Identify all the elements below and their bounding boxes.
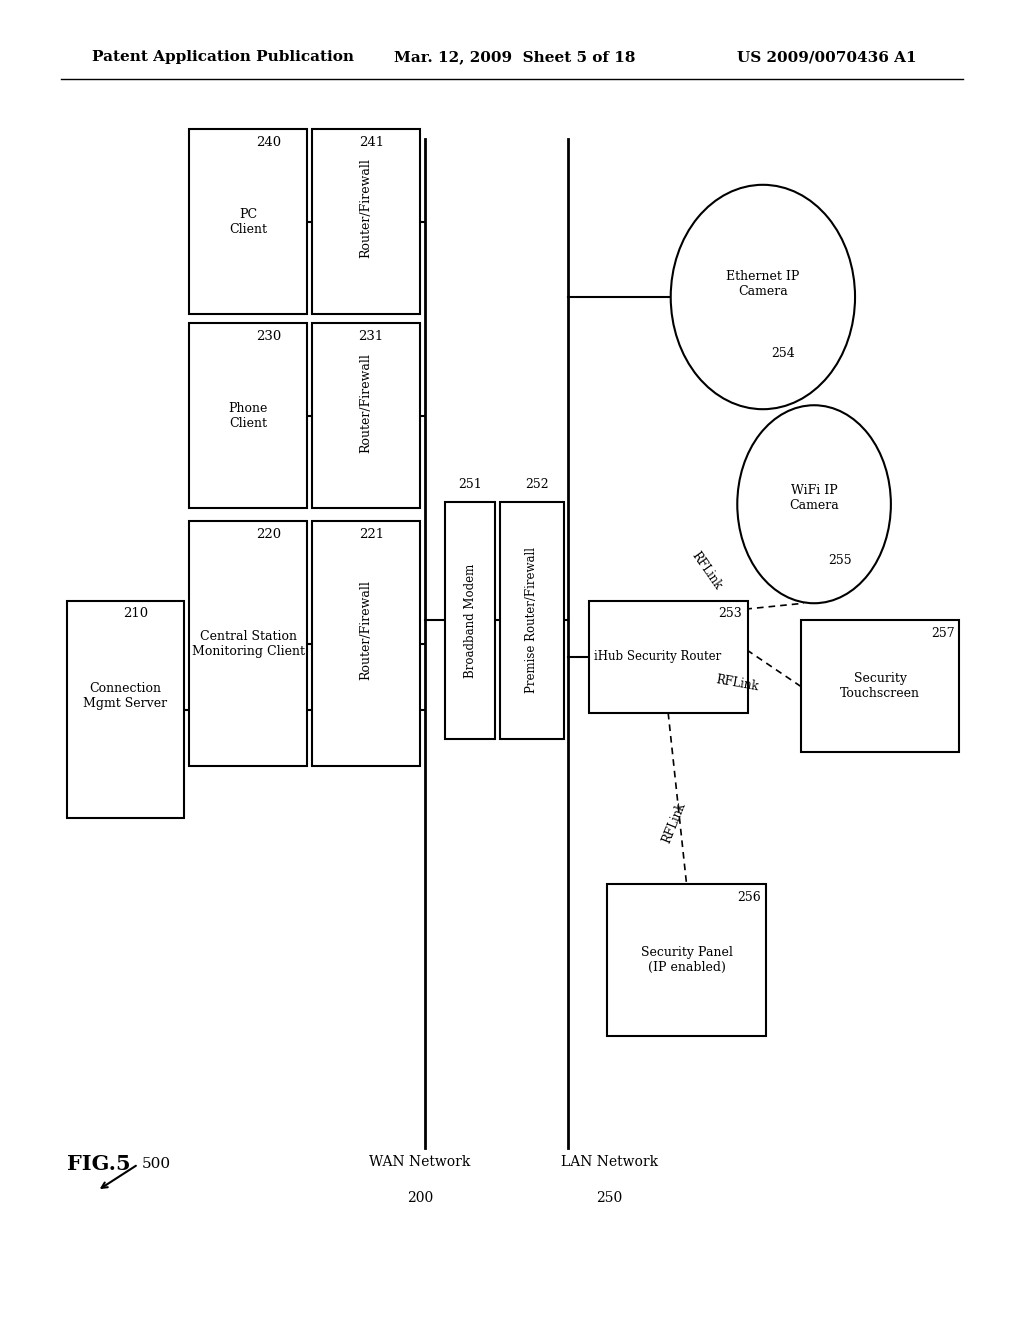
- Text: Mar. 12, 2009  Sheet 5 of 18: Mar. 12, 2009 Sheet 5 of 18: [394, 50, 636, 65]
- FancyBboxPatch shape: [801, 620, 959, 752]
- Text: 221: 221: [358, 528, 384, 541]
- Text: Router/Firewall: Router/Firewall: [359, 158, 373, 259]
- Text: Central Station
Monitoring Client: Central Station Monitoring Client: [191, 630, 305, 657]
- Text: Phone
Client: Phone Client: [228, 401, 268, 430]
- Ellipse shape: [737, 405, 891, 603]
- FancyBboxPatch shape: [445, 502, 495, 739]
- Text: 253: 253: [719, 607, 742, 620]
- Text: LAN Network: LAN Network: [561, 1155, 657, 1170]
- Text: Router/Firewall: Router/Firewall: [359, 352, 373, 453]
- Text: 251: 251: [458, 478, 482, 491]
- FancyBboxPatch shape: [312, 521, 420, 766]
- Text: 256: 256: [737, 891, 761, 904]
- Text: WAN Network: WAN Network: [370, 1155, 470, 1170]
- FancyBboxPatch shape: [67, 601, 184, 818]
- FancyBboxPatch shape: [189, 323, 307, 508]
- Text: 255: 255: [827, 554, 852, 568]
- Text: Connection
Mgmt Server: Connection Mgmt Server: [83, 682, 168, 710]
- Text: Router/Firewall: Router/Firewall: [359, 581, 373, 680]
- Text: 252: 252: [525, 478, 549, 491]
- Text: Ethernet IP
Camera: Ethernet IP Camera: [726, 269, 800, 298]
- FancyBboxPatch shape: [607, 884, 766, 1036]
- Text: 257: 257: [931, 627, 954, 640]
- FancyBboxPatch shape: [312, 323, 420, 508]
- FancyBboxPatch shape: [312, 129, 420, 314]
- FancyBboxPatch shape: [589, 601, 748, 713]
- Text: RFLink: RFLink: [715, 673, 760, 694]
- Text: 500: 500: [141, 1158, 170, 1171]
- Text: Broadband Modem: Broadband Modem: [464, 564, 476, 677]
- Text: 220: 220: [256, 528, 282, 541]
- FancyBboxPatch shape: [189, 521, 307, 766]
- FancyBboxPatch shape: [189, 129, 307, 314]
- Text: PC
Client: PC Client: [229, 207, 267, 236]
- Text: 210: 210: [123, 607, 148, 620]
- Text: RFLink: RFLink: [689, 549, 724, 591]
- Text: Security
Touchscreen: Security Touchscreen: [840, 672, 921, 701]
- Text: RFLink: RFLink: [659, 800, 688, 845]
- Text: FIG.5: FIG.5: [67, 1154, 130, 1175]
- FancyBboxPatch shape: [500, 502, 564, 739]
- Ellipse shape: [671, 185, 855, 409]
- Text: 231: 231: [358, 330, 384, 343]
- Text: 254: 254: [771, 347, 796, 360]
- Text: Security Panel
(IP enabled): Security Panel (IP enabled): [641, 946, 732, 974]
- Text: 241: 241: [358, 136, 384, 149]
- Text: Premise Router/Firewall: Premise Router/Firewall: [525, 548, 539, 693]
- Text: Patent Application Publication: Patent Application Publication: [92, 50, 354, 65]
- Text: iHub Security Router: iHub Security Router: [594, 651, 722, 663]
- Text: 250: 250: [596, 1191, 623, 1205]
- Text: 200: 200: [407, 1191, 433, 1205]
- Text: US 2009/0070436 A1: US 2009/0070436 A1: [737, 50, 916, 65]
- Text: 240: 240: [256, 136, 282, 149]
- Text: 230: 230: [256, 330, 282, 343]
- Text: WiFi IP
Camera: WiFi IP Camera: [790, 483, 839, 512]
